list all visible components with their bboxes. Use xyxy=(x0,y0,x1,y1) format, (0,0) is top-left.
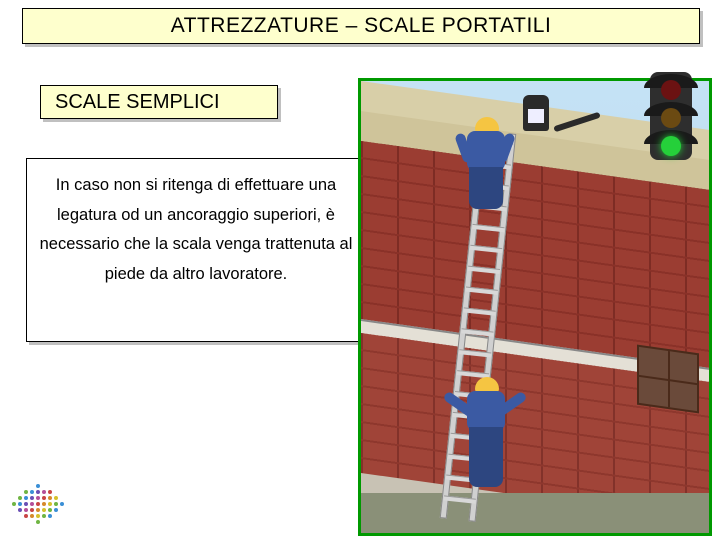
dot-logo xyxy=(12,484,72,530)
logo-dot xyxy=(36,502,40,506)
logo-dot xyxy=(48,490,52,494)
logo-dot xyxy=(36,508,40,512)
logo-dot xyxy=(42,514,46,518)
logo-dot xyxy=(18,502,22,506)
logo-dot xyxy=(24,502,28,506)
legs xyxy=(469,167,503,209)
lamp-head xyxy=(523,95,549,131)
worker-bottom xyxy=(453,377,517,507)
logo-dot xyxy=(30,514,34,518)
lamp-arm xyxy=(553,112,601,133)
logo-dot xyxy=(30,490,34,494)
logo-dot xyxy=(42,490,46,494)
logo-dot xyxy=(54,502,58,506)
logo-dot xyxy=(36,496,40,500)
logo-dot xyxy=(36,514,40,518)
lamp-red xyxy=(661,80,681,100)
logo-dot xyxy=(24,496,28,500)
logo-dot xyxy=(12,502,16,506)
lamp-amber xyxy=(661,108,681,128)
logo-dot xyxy=(24,514,28,518)
lamp-glass xyxy=(528,109,544,123)
logo-dot xyxy=(42,502,46,506)
subtitle-bar: SCALE SEMPLICI xyxy=(40,85,278,119)
logo-dot xyxy=(54,496,58,500)
logo-dot xyxy=(54,508,58,512)
torso xyxy=(467,131,505,171)
worker-top xyxy=(453,117,517,213)
logo-dot xyxy=(48,514,52,518)
logo-dot xyxy=(42,496,46,500)
torso xyxy=(467,391,505,431)
logo-dot xyxy=(36,484,40,488)
logo-dot xyxy=(48,496,52,500)
traffic-light-icon xyxy=(632,66,710,166)
logo-dot xyxy=(18,496,22,500)
legs xyxy=(469,427,503,487)
ground xyxy=(361,493,709,533)
lamp-green xyxy=(661,136,681,156)
traffic-light-body xyxy=(650,72,692,160)
logo-dot xyxy=(42,508,46,512)
logo-dot xyxy=(48,508,52,512)
window xyxy=(637,345,699,414)
title-bar: ATTREZZATURE – SCALE PORTATILI xyxy=(22,8,700,44)
logo-dot xyxy=(48,502,52,506)
logo-dot xyxy=(30,502,34,506)
street-lamp xyxy=(523,89,603,149)
body-text-box: In caso non si ritenga di effettuare una… xyxy=(26,158,366,342)
body-text: In caso non si ritenga di effettuare una… xyxy=(40,176,353,283)
subtitle-text: SCALE SEMPLICI xyxy=(55,91,220,114)
logo-dot xyxy=(24,508,28,512)
logo-dot xyxy=(36,490,40,494)
logo-dot xyxy=(24,490,28,494)
logo-dot xyxy=(30,496,34,500)
logo-dot xyxy=(60,502,64,506)
logo-dot xyxy=(30,508,34,512)
logo-dot xyxy=(36,520,40,524)
title-text: ATTREZZATURE – SCALE PORTATILI xyxy=(171,14,552,38)
logo-dot xyxy=(18,508,22,512)
